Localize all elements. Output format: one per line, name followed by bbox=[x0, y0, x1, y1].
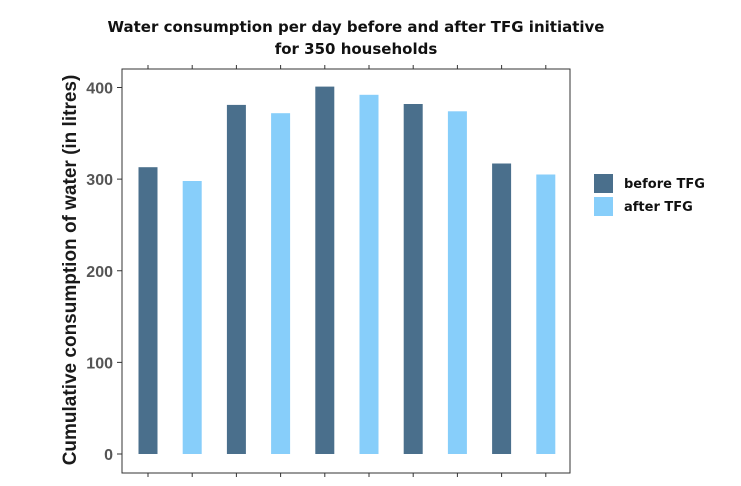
legend-label-before: before TFG bbox=[624, 177, 705, 192]
bar-before-tfg bbox=[492, 163, 512, 454]
legend-swatch-before bbox=[594, 174, 613, 193]
legend-swatch-after bbox=[594, 197, 613, 216]
legend-label-after: after TFG bbox=[624, 200, 693, 215]
bar-before-tfg bbox=[226, 104, 246, 455]
bar-after-tfg bbox=[536, 174, 556, 454]
bar-after-tfg bbox=[271, 113, 291, 454]
chart-title-line-2: for 350 households bbox=[274, 40, 438, 58]
y-tick-label: 300 bbox=[86, 172, 113, 189]
bars bbox=[138, 86, 556, 455]
bar-after-tfg bbox=[447, 111, 467, 455]
bottom-axis-ticks bbox=[147, 473, 547, 477]
y-tick-label: 0 bbox=[104, 447, 113, 464]
chart-title: Water consumption per day before and aft… bbox=[96, 16, 616, 60]
bar-before-tfg bbox=[138, 167, 158, 454]
bar-before-tfg bbox=[403, 104, 423, 454]
legend: before TFG after TFG bbox=[594, 174, 705, 216]
y-tick-label: 400 bbox=[86, 81, 113, 98]
y-tick-label: 200 bbox=[86, 264, 113, 281]
y-axis-ticks: 0 100 200 300 400 bbox=[86, 81, 122, 464]
bar-before-tfg bbox=[315, 86, 335, 454]
chart-title-line-1: Water consumption per day before and aft… bbox=[107, 18, 605, 36]
bar-after-tfg bbox=[359, 94, 379, 455]
y-axis-label: Cumulative consumption of water (in litr… bbox=[60, 75, 81, 466]
y-tick-label: 100 bbox=[86, 355, 113, 372]
bar-after-tfg bbox=[182, 181, 202, 454]
top-axis-ticks bbox=[147, 65, 547, 69]
